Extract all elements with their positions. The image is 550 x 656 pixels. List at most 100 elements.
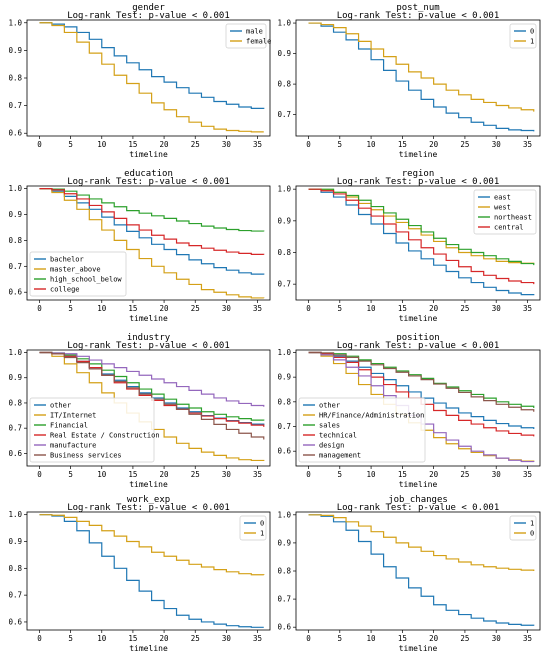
x-tick-label: 35 [253,140,262,149]
x-tick-label: 5 [338,304,343,313]
legend-entry: 1 [530,520,534,528]
y-tick-label: 0.6 [8,288,22,297]
x-tick-label: 20 [160,634,170,643]
y-tick-label: 0.8 [277,80,291,89]
x-tick-label: 5 [338,470,343,479]
series-line-1 [308,514,535,626]
x-tick-label: 35 [253,304,262,313]
panel-title: region [402,169,435,179]
x-tick-label: 30 [222,140,232,149]
x-axis-label: timeline [399,314,438,323]
y-tick-label: 0.9 [277,538,291,547]
y-tick-label: 1.0 [277,348,291,357]
axes-frame [26,511,271,631]
legend-entry: northeast [494,214,532,222]
x-axis-label: timeline [129,644,168,653]
x-tick-label: 10 [97,140,107,149]
x-tick-label: 20 [160,140,170,149]
x-tick-label: 20 [160,304,170,313]
panel-subtitle: Log-rank Test: p-value < 0.001 [67,177,230,187]
series-line-0 [308,22,535,132]
panel-subtitle: Log-rank Test: p-value < 0.001 [337,177,500,187]
x-tick-label: 25 [191,470,200,479]
y-tick-label: 0.7 [8,591,22,600]
legend-entry: 0 [530,28,534,36]
x-tick-label: 25 [191,634,200,643]
y-tick-label: 0.8 [277,248,291,257]
y-tick-label: 0.7 [8,424,22,433]
legend: other IT/Internet Financial Real Estate / C… [29,397,160,463]
x-tick-label: 35 [523,140,532,149]
panel-subtitle: Log-rank Test: p-value < 0.001 [337,11,500,21]
panel-subtitle: Log-rank Test: p-value < 0.001 [337,341,500,351]
legend-entry: central [494,224,524,232]
y-tick-label: 0.8 [8,398,22,407]
x-tick-label: 15 [128,140,137,149]
legend-entry: 1 [530,38,534,46]
x-tick-label: 5 [338,634,343,643]
legend-entry: 0 [260,520,264,528]
x-tick-label: 30 [492,140,502,149]
legend-entry: male [246,28,263,36]
series-line-management [308,351,535,412]
x-tick-label: 20 [160,470,170,479]
series-line-0 [39,514,264,628]
panel-title: position [396,333,439,343]
x-tick-label: 30 [492,470,502,479]
legend-entry: college [50,286,80,294]
legend: east west northeast central [473,189,537,235]
x-tick-label: 25 [191,304,200,313]
x-axis-label: timeline [399,644,438,653]
x-tick-label: 5 [338,140,343,149]
axes-frame [295,511,541,631]
series-line-female [39,22,264,133]
legend-entry: Business services [50,452,122,460]
x-tick-label: 10 [97,470,107,479]
legend-box [29,397,155,463]
x-tick-label: 10 [97,634,107,643]
legend-entry: technical [319,432,357,440]
y-tick-label: 0.6 [8,617,22,626]
x-tick-label: 25 [191,140,200,149]
x-tick-label: 25 [460,304,469,313]
y-tick-label: 1.0 [277,510,291,519]
y-tick-label: 0.9 [8,210,22,219]
x-axis-label: timeline [129,314,168,323]
y-tick-label: 0.7 [277,422,291,431]
panel-title: work_exp [127,495,170,505]
legend-box [509,515,537,541]
x-tick-label: 30 [492,304,502,313]
x-tick-label: 0 [37,470,42,479]
legend: 01 [239,515,267,541]
series-line-manufacture [39,351,265,407]
x-tick-label: 15 [398,634,407,643]
legend-entry: design [319,442,344,450]
x-tick-label: 10 [367,470,377,479]
panel-subtitle: Log-rank Test: p-value < 0.001 [67,341,230,351]
legend-entry: manufacture [50,442,96,450]
y-tick-label: 0.9 [8,373,22,382]
x-tick-label: 0 [306,304,311,313]
legend-box [509,23,537,49]
legend-box [225,23,267,49]
legend: other HR/Finance/Administration sales techn… [298,397,426,463]
panel-subtitle: Log-rank Test: p-value < 0.001 [337,503,500,513]
x-tick-label: 10 [367,634,377,643]
series-line-college [39,187,265,255]
x-tick-label: 30 [222,470,232,479]
y-tick-label: 0.7 [277,110,291,119]
legend-entry: IT/Internet [50,412,96,420]
y-tick-label: 1.0 [8,18,22,27]
legend-entry: master_above [50,266,101,274]
series-line-high_school_below [39,187,265,232]
legend-entry: female [246,38,271,46]
x-tick-label: 30 [492,634,502,643]
y-tick-label: 0.9 [277,49,291,58]
legend-box [473,189,537,235]
x-tick-label: 10 [97,304,107,313]
